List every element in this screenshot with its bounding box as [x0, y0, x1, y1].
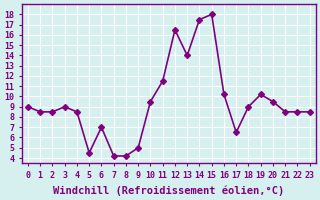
X-axis label: Windchill (Refroidissement éolien,°C): Windchill (Refroidissement éolien,°C) — [53, 185, 284, 196]
